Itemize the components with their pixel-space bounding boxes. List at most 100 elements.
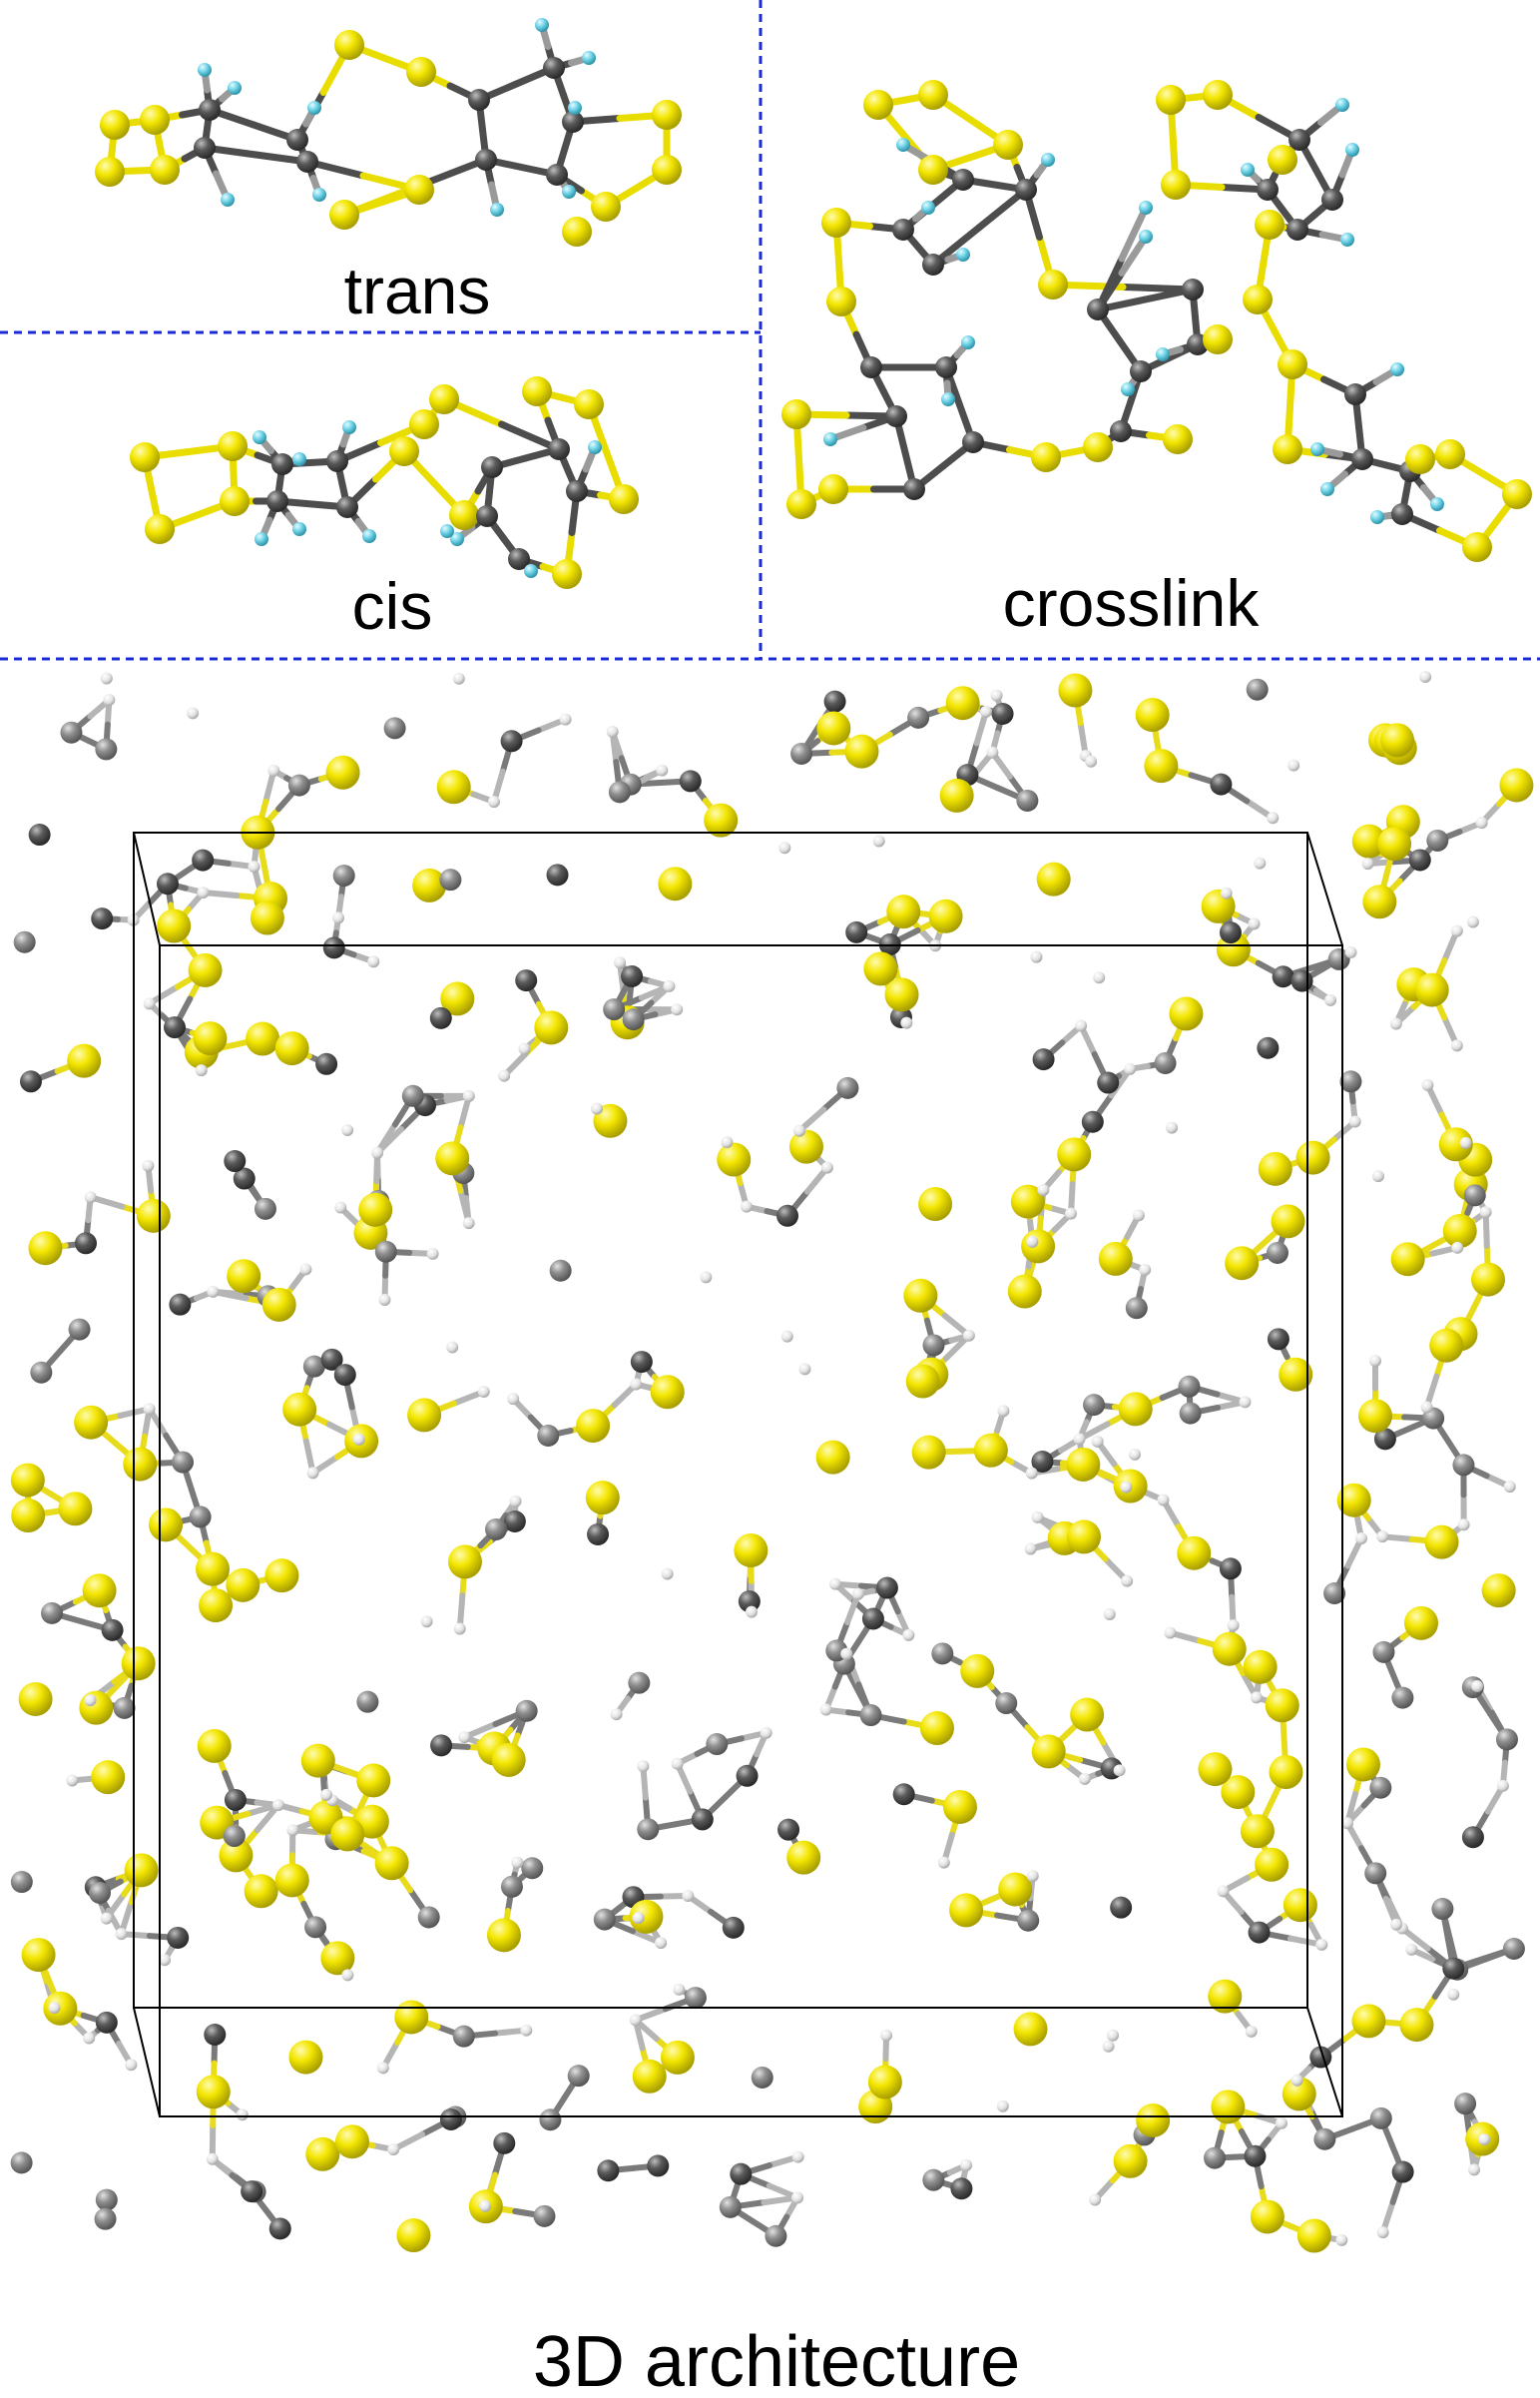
sulfur-atom [960, 1653, 995, 1688]
hydrogen-atom [462, 1089, 475, 1102]
hydrogen-atom [125, 2059, 138, 2072]
hydrogen-atom [142, 1159, 155, 1172]
hydrogen-atom [518, 1042, 531, 1055]
sulfur-atom [1296, 2218, 1331, 2253]
sulfur-atom [1036, 862, 1071, 897]
carbon-atom [304, 1916, 327, 1939]
hydrogen-atom [1245, 2025, 1258, 2038]
hydrogen-atom [511, 1856, 524, 1869]
sulfur-atom [1499, 768, 1534, 803]
carbon-atom [1369, 2106, 1392, 2129]
sulfur-atom [593, 1103, 628, 1138]
sulfur-atom [282, 1392, 317, 1427]
carbon-atom [89, 1881, 112, 1904]
carbon-atom [621, 965, 644, 988]
sulfur-atom [123, 1447, 158, 1482]
sulfur-atom [863, 90, 893, 120]
hydrogen-atom [426, 1247, 439, 1260]
sulfur-atom [1442, 1213, 1477, 1248]
hydrogen-atom [721, 1136, 734, 1149]
sulfur-atom [1058, 673, 1093, 708]
sulfur-atom [82, 1573, 117, 1608]
hydrogen-atom [1085, 755, 1098, 768]
hydrogen-atom [1120, 1481, 1133, 1494]
cis-molecule-panel [130, 376, 639, 589]
carbon-atom [539, 2108, 562, 2131]
carbon-atom [790, 742, 813, 765]
hydrogen-atom [1241, 163, 1255, 177]
hydrogen-atom [228, 81, 242, 95]
sulfur-atom [632, 2059, 667, 2094]
hydrogen-atom [591, 1102, 604, 1115]
carbon-atom [192, 849, 215, 872]
hydrogen-atom [115, 1928, 128, 1941]
carbon-atom [95, 2011, 118, 2034]
sulfur-atom [79, 1690, 114, 1725]
carbon-atom [935, 356, 957, 378]
sulfur-atom [1424, 1524, 1459, 1559]
hydrogen-atom [996, 2099, 1009, 2112]
carbon-atom [475, 149, 497, 171]
sulfur-atom [188, 952, 223, 987]
hydrogen-atom [791, 2150, 804, 2163]
sulfur-atom [1221, 1775, 1256, 1810]
carbon-atom [1495, 1728, 1518, 1751]
sulfur-atom [1010, 1184, 1045, 1219]
hydrogen-atom [671, 1757, 684, 1770]
carbon-atom [1339, 1070, 1362, 1093]
carbon-atom [429, 1006, 452, 1029]
carbon-atom [1309, 2046, 1332, 2069]
sulfur-atom [1357, 1399, 1392, 1434]
carbon-atom [1313, 2127, 1336, 2150]
hydrogen-atom [1164, 1626, 1177, 1639]
sulfur-atom [1271, 1204, 1305, 1239]
sulfur-atom [1013, 2012, 1048, 2047]
hydrogen-atom [740, 1200, 753, 1213]
carbon-atom [736, 1764, 759, 1787]
sulfur-atom [199, 1588, 234, 1623]
sulfur-atom [374, 1846, 409, 1881]
hydrogen-atom [1102, 2040, 1115, 2053]
carbon-atom [1327, 947, 1350, 970]
hydrogen-atom [420, 1615, 433, 1628]
sulfur-atom [918, 155, 948, 185]
sulfur-atom [562, 217, 592, 247]
sulfur-atom [1031, 442, 1061, 472]
carbon-atom [315, 1052, 338, 1075]
hydrogen-atom [1447, 1988, 1460, 2001]
sulfur-atom [1144, 749, 1179, 784]
carbon-atom [383, 717, 406, 740]
carbon-atom [1452, 1454, 1475, 1477]
hydrogen-atom [637, 1760, 650, 1773]
hydrogen-atom [961, 335, 975, 349]
carbon-atom [549, 1259, 572, 1282]
carbon-atom [1178, 1375, 1201, 1398]
carbon-atom [1391, 503, 1413, 525]
cis-label: cis [352, 569, 433, 643]
hydrogen-atom [453, 1622, 466, 1635]
carbon-atom [903, 478, 925, 500]
carbon-atom [776, 1204, 799, 1227]
sulfur-atom [1070, 1697, 1105, 1732]
carbon-atom [1502, 1938, 1525, 1961]
carbon-atom [1373, 1428, 1396, 1451]
hydrogen-atom [937, 1856, 950, 1869]
sulfur-atom [918, 80, 948, 110]
hydrogen-atom [312, 188, 326, 202]
carbon-atom [521, 1857, 544, 1880]
sulfur-atom [1295, 1140, 1330, 1175]
carbon-atom [548, 438, 570, 460]
carbon-atom [1097, 1071, 1120, 1094]
carbon-atom [508, 548, 530, 570]
hydrogen-atom [440, 524, 454, 538]
sulfur-atom [1273, 434, 1302, 464]
sulfur-atom [1163, 424, 1193, 454]
hydrogen-atom [520, 2024, 533, 2037]
carbon-atom [204, 2023, 227, 2046]
sulfur-atom [1265, 1688, 1299, 1723]
sulfur-atom [435, 1141, 470, 1176]
carbon-atom [765, 2224, 787, 2247]
carbon-atom [1351, 448, 1373, 470]
hydrogen-atom [207, 1285, 220, 1298]
carbon-atom [567, 2065, 590, 2088]
